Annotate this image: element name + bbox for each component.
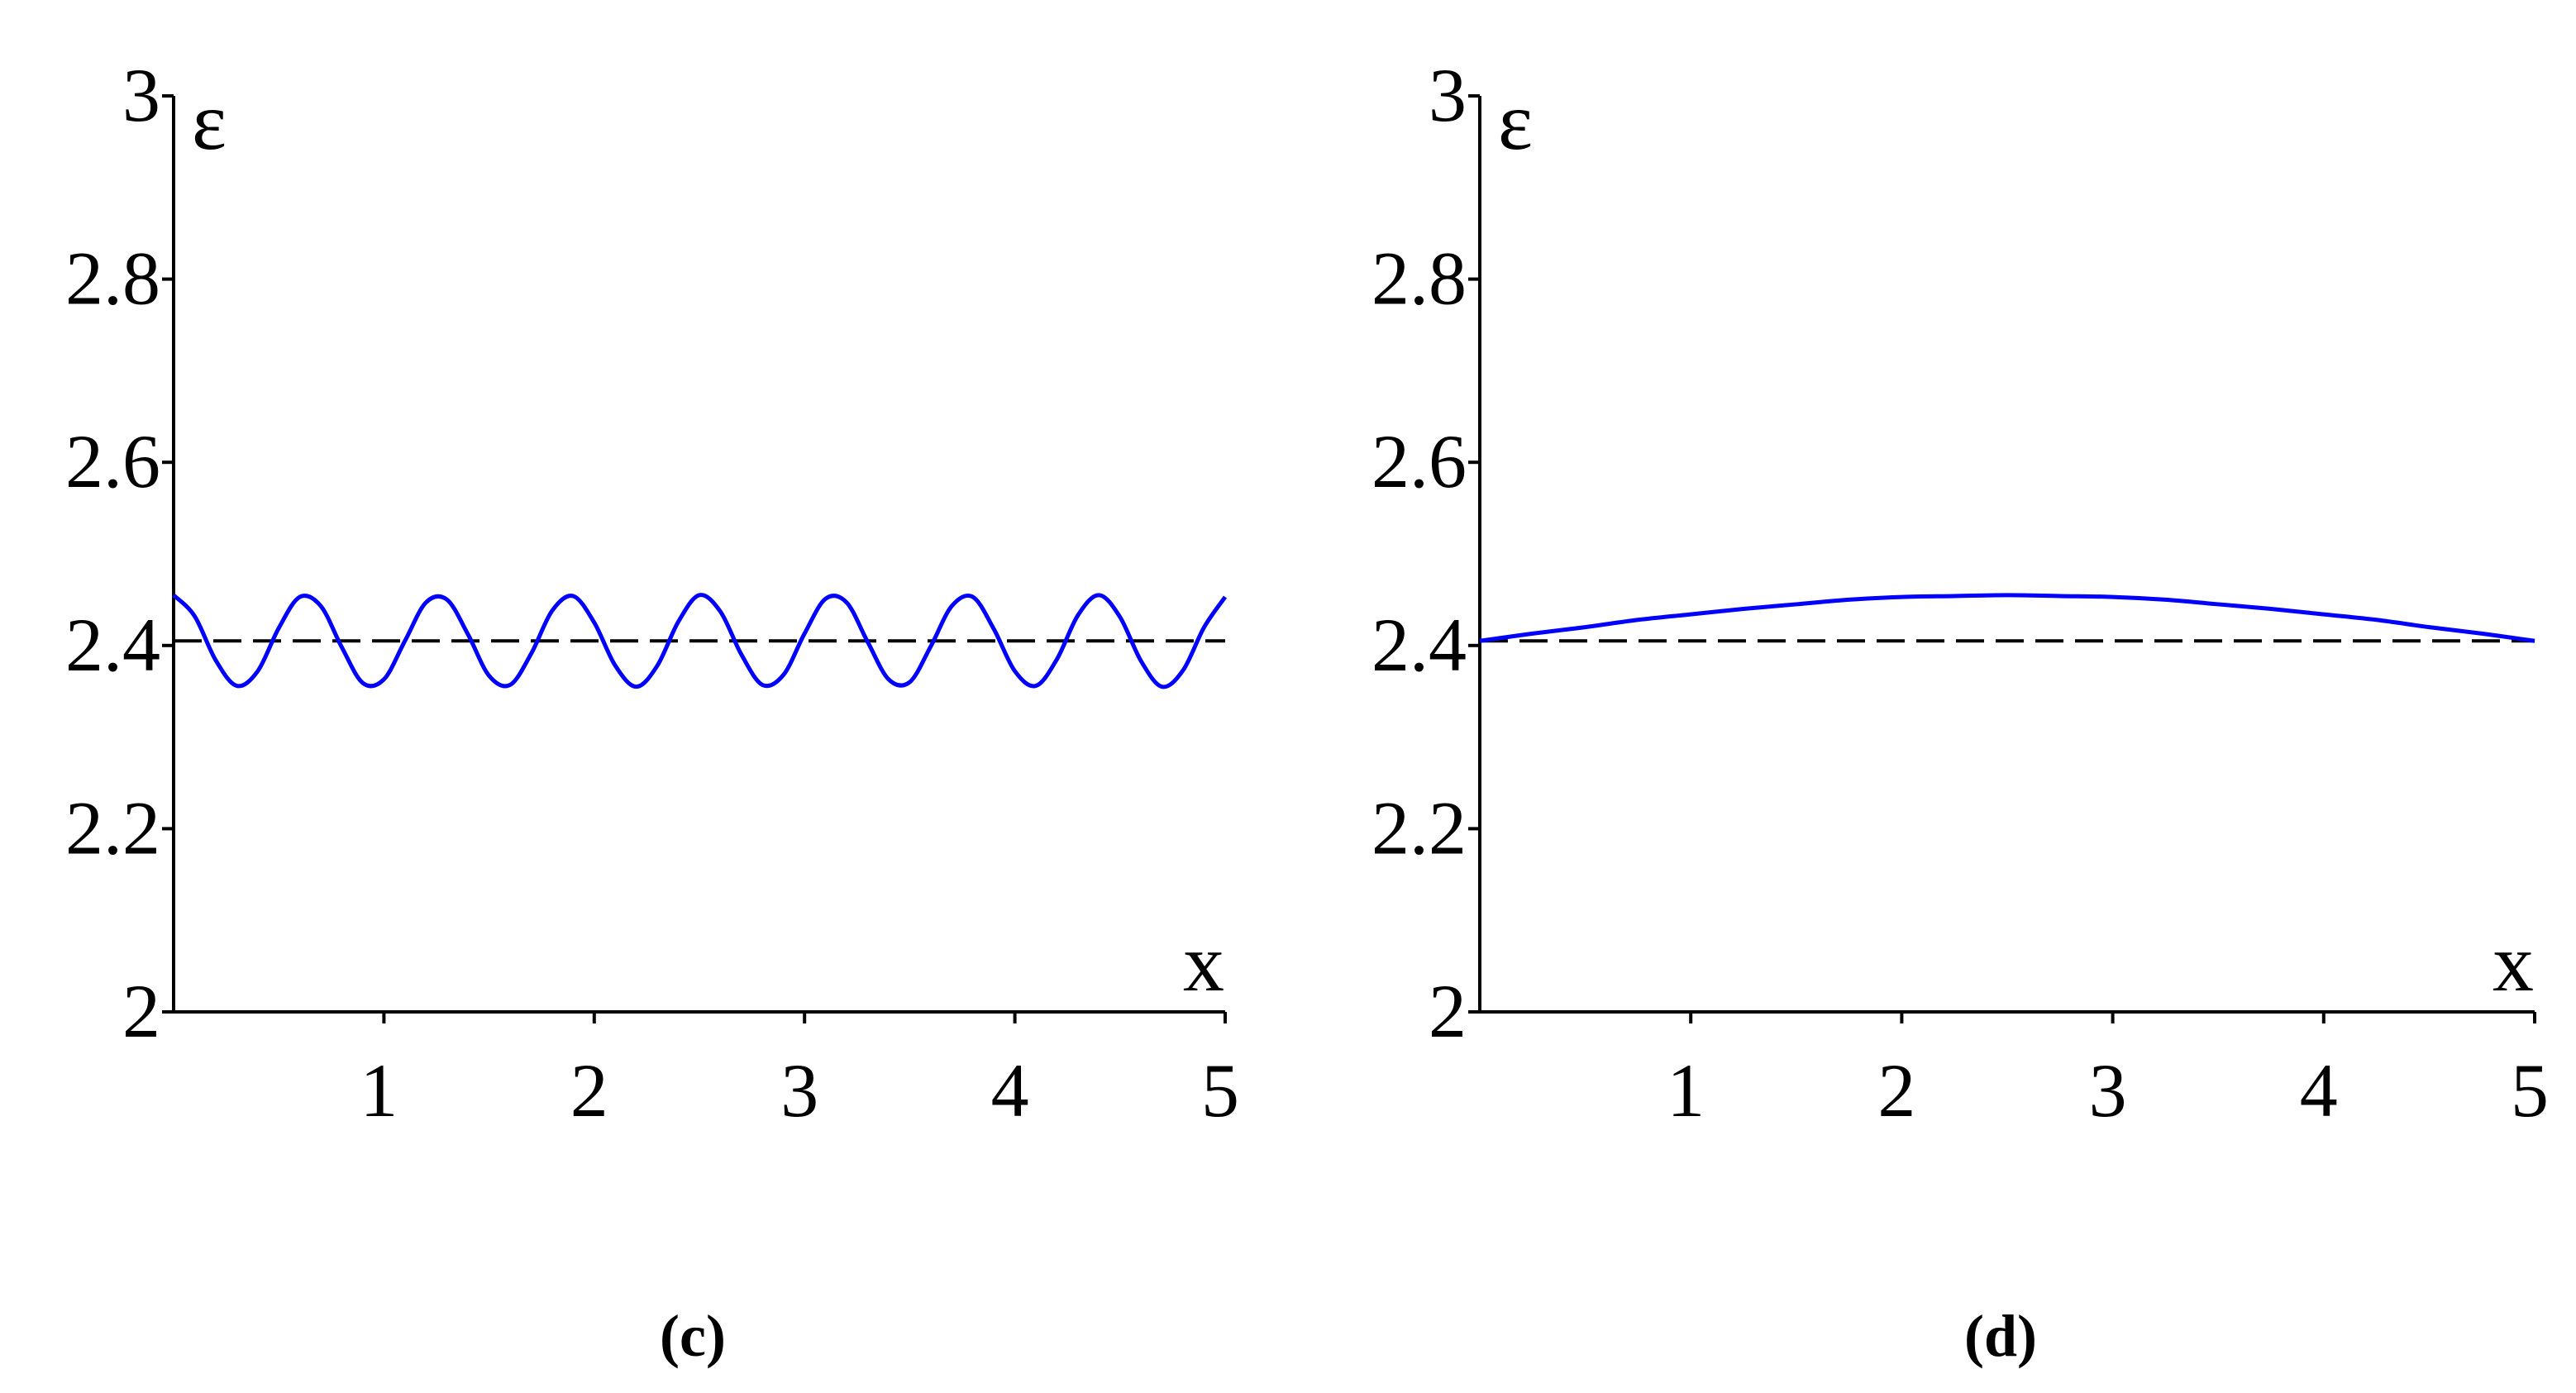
x-tick-label: 2 xyxy=(1877,1048,1915,1133)
y-tick-label: 3 xyxy=(1429,53,1467,137)
x-tick-label: 1 xyxy=(360,1048,398,1133)
y-tick-label: 2 xyxy=(1429,969,1467,1053)
panel-caption: (c) xyxy=(660,1303,726,1369)
panel-caption: (d) xyxy=(1964,1303,2037,1369)
data-line xyxy=(1479,593,2535,643)
x-tick-label: 5 xyxy=(1201,1048,1239,1133)
y-tick-label: 2.2 xyxy=(1371,785,1467,870)
y-tick-label: 2 xyxy=(122,969,160,1053)
data-line xyxy=(172,593,1228,689)
x-tick-label: 3 xyxy=(780,1048,818,1133)
x-axis-label: x xyxy=(2493,917,2534,1009)
y-tick-label: 2.6 xyxy=(1371,419,1467,503)
y-tick-label: 2.4 xyxy=(1371,603,1467,687)
y-tick-label: 3 xyxy=(122,53,160,137)
x-tick-label: 1 xyxy=(1667,1048,1705,1133)
x-tick-label: 5 xyxy=(2511,1048,2549,1133)
x-tick-label: 4 xyxy=(991,1048,1029,1133)
y-tick-label: 2.2 xyxy=(65,785,160,870)
x-axis-label: x xyxy=(1183,917,1224,1009)
x-tick-label: 4 xyxy=(2300,1048,2338,1133)
y-tick-label: 2.4 xyxy=(65,603,160,687)
x-tick-label: 3 xyxy=(2089,1048,2127,1133)
x-tick-label: 2 xyxy=(570,1048,608,1133)
y-axis-label: ε xyxy=(192,75,227,167)
y-axis-label: ε xyxy=(1498,75,1533,167)
y-tick-label: 2.8 xyxy=(1371,236,1467,321)
y-tick-label: 2.8 xyxy=(65,236,160,321)
y-tick-label: 2.6 xyxy=(65,419,160,503)
